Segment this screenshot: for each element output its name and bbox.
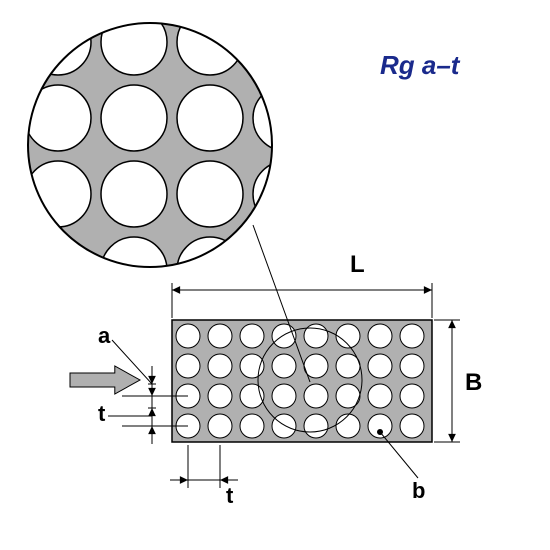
magnifier-hole	[101, 9, 167, 75]
magnifier-hole	[253, 9, 319, 75]
sheet-hole	[400, 414, 424, 438]
sheet-hole	[240, 324, 264, 348]
sheet-hole	[208, 384, 232, 408]
label-t-horizontal: t	[226, 483, 233, 509]
sheet-hole	[400, 324, 424, 348]
sheet-hole	[240, 414, 264, 438]
magnifier-hole	[25, 237, 91, 303]
label-a: a	[98, 323, 110, 349]
sheet-hole	[272, 324, 296, 348]
sheet-hole	[368, 384, 392, 408]
sheet-hole	[304, 384, 328, 408]
sheet-hole	[400, 384, 424, 408]
sheet-hole	[272, 414, 296, 438]
magnifier-hole	[253, 161, 319, 227]
magnifier-hole	[177, 85, 243, 151]
magnifier-hole	[177, 237, 243, 303]
sheet-hole	[208, 414, 232, 438]
sheet-hole	[400, 354, 424, 378]
magnifier-hole	[253, 237, 319, 303]
sheet-hole	[336, 414, 360, 438]
sheet-hole	[176, 354, 200, 378]
magnifier-hole	[25, 161, 91, 227]
sheet-hole	[176, 324, 200, 348]
sheet-hole	[368, 324, 392, 348]
sheet-hole	[272, 354, 296, 378]
label-L: L	[350, 251, 365, 279]
magnifier-hole	[101, 85, 167, 151]
sheet-hole	[208, 354, 232, 378]
label-b: b	[412, 478, 425, 504]
label-B: B	[465, 369, 482, 397]
sheet-hole	[272, 384, 296, 408]
magnifier-hole	[101, 237, 167, 303]
label-t-vertical: t	[98, 401, 105, 427]
direction-arrow-icon	[70, 366, 140, 394]
sheet-hole	[304, 414, 328, 438]
magnifier-hole	[253, 85, 319, 151]
diagram-title: Rg a–t	[380, 50, 459, 81]
sheet-hole	[368, 354, 392, 378]
magnifier-hole	[25, 85, 91, 151]
magnifier-hole	[177, 9, 243, 75]
magnifier-hole	[101, 161, 167, 227]
sheet-hole	[208, 324, 232, 348]
magnifier-hole	[177, 161, 243, 227]
